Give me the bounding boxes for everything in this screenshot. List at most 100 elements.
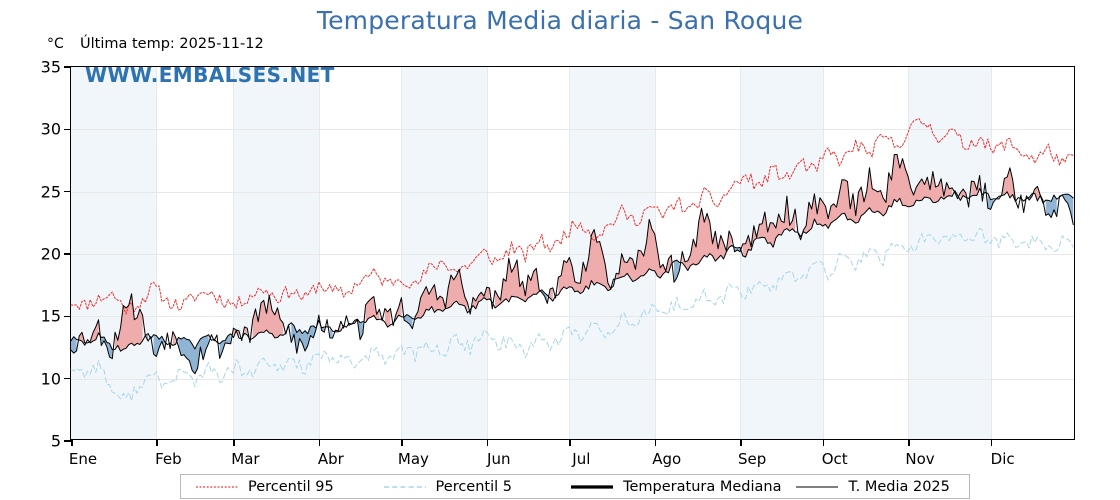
legend-swatch-2: [571, 484, 614, 489]
legend-swatch-3: [796, 485, 839, 488]
fill-below-median: [321, 326, 325, 333]
gridline-v-feb: [156, 67, 158, 439]
x-tick-label-mar: Mar: [231, 450, 260, 468]
y-tick-5: [64, 440, 71, 442]
month-band-mar: [233, 67, 319, 439]
fill-above-median: [172, 331, 176, 346]
fill-above-median: [365, 296, 380, 323]
legend-item-0[interactable]: Percentil 95: [181, 479, 369, 495]
series-canvas: [70, 118, 1074, 402]
fill-below-median: [541, 289, 548, 304]
month-background-bands: [71, 67, 1074, 439]
month-band-nov: [908, 67, 991, 439]
series-line-percentil-5: [70, 227, 1074, 402]
x-tick-label-ene: Ene: [68, 450, 98, 468]
x-tick-sep: [740, 439, 742, 446]
x-tick-abr: [318, 439, 321, 446]
fill-below-median: [101, 336, 113, 359]
x-tick-jul: [569, 439, 571, 446]
chart-title: Temperatura Media diaria - San Roque: [316, 6, 804, 35]
fill-below-median: [329, 327, 333, 339]
x-tick-nov: [908, 439, 910, 446]
x-tick-label-may: May: [397, 450, 429, 468]
x-tick-label-oct: Oct: [821, 450, 848, 468]
fill-above-median: [971, 175, 980, 197]
y-tick-10: [64, 377, 71, 380]
series-line-temperatura-mediana: [70, 187, 1074, 352]
month-band-sep: [740, 67, 823, 439]
legend-item-3[interactable]: T. Media 2025: [781, 479, 969, 495]
x-tick-label-feb: Feb: [155, 450, 182, 468]
x-tick-label-sep: Sep: [737, 450, 767, 468]
legend-label-1: Percentil 5: [435, 478, 512, 495]
fill-above-median: [682, 208, 732, 271]
fill-above-median: [473, 287, 490, 309]
x-tick-jun: [486, 439, 489, 446]
gridline-v-dic: [990, 67, 992, 439]
y-tick-label-25: 25: [40, 182, 61, 202]
series-line-percentil-95: [70, 118, 1074, 315]
x-tick-oct: [822, 439, 825, 446]
legend-swatch-0: [196, 485, 238, 488]
fill-above-median: [79, 332, 85, 346]
fill-above-median: [803, 154, 953, 234]
fill-below-median: [1062, 194, 1074, 225]
fill-above-median: [384, 308, 391, 328]
y-tick-label-15: 15: [40, 306, 61, 326]
fill-above-median: [252, 295, 284, 339]
x-tick-dic: [990, 439, 993, 446]
fill-above-median: [415, 269, 468, 320]
month-band-may: [401, 67, 487, 439]
y-tick-label-5: 5: [50, 431, 61, 451]
fill-above-median: [742, 196, 796, 258]
fill-below-median: [219, 333, 231, 359]
gridline-v-jul: [569, 67, 571, 439]
legend-label-0: Percentil 95: [248, 478, 334, 495]
watermark-label: WWW.EMBALSES.NET: [85, 63, 335, 87]
y-tick-label-10: 10: [40, 369, 61, 389]
x-tick-ago: [654, 439, 657, 446]
month-band-ene: [71, 67, 157, 439]
fill-above-median: [115, 293, 143, 352]
series-line-t-media-2025: [70, 153, 1074, 375]
x-tick-ene: [71, 439, 73, 446]
fill-above-median: [495, 258, 540, 308]
x-tick-label-abr: Abr: [317, 450, 344, 468]
fill-below-median: [71, 336, 77, 354]
fill-above-median: [335, 321, 341, 332]
fill-below-median: [178, 334, 209, 374]
gridline-h-20: [71, 254, 1074, 255]
plot-area: 5 10 15 20 25 30 35 Ene Feb Mar Abr May Jun Jul Ago Se…: [41, 58, 1075, 468]
gridline-h-25: [71, 191, 1074, 193]
chart-legend: Percentil 95 Percentil 5 Temperatura Media…: [180, 474, 970, 499]
y-tick-label-30: 30: [40, 119, 61, 139]
legend-swatch-1: [383, 485, 426, 488]
last-temp-label: Última temp: 2025-11-12: [80, 36, 264, 52]
gridline-v-nov: [908, 67, 910, 439]
legend-item-2[interactable]: Temperatura Mediana: [556, 479, 781, 495]
fill-below-median: [291, 322, 317, 354]
fill-above-median: [550, 287, 553, 302]
gridline-v-may: [401, 67, 403, 439]
y-axis-unit-label: °C: [47, 36, 64, 52]
y-tick-30: [64, 128, 71, 131]
gridline-h-15: [71, 316, 1074, 318]
x-tick-label-jul: Jul: [572, 450, 591, 468]
y-tick-35: [64, 66, 71, 68]
legend-item-1[interactable]: Percentil 5: [369, 479, 557, 495]
x-tick-mar: [233, 439, 236, 446]
fill-below-median: [674, 260, 680, 283]
y-tick-25: [64, 190, 71, 193]
legend-label-2: Temperatura Mediana: [623, 478, 782, 495]
y-tick-20: [64, 253, 71, 255]
x-tick-label-nov: Nov: [905, 450, 935, 468]
x-tick-feb: [156, 439, 158, 446]
y-tick-15: [64, 315, 71, 318]
gridline-h-10: [71, 378, 1074, 380]
fill-below-median: [153, 334, 165, 357]
fill-above-median: [558, 229, 611, 295]
gridline-v-sep: [740, 67, 742, 439]
legend-label-3: T. Media 2025: [848, 478, 950, 495]
y-tick-label-35: 35: [40, 57, 61, 77]
fill-above-median: [1001, 167, 1016, 202]
